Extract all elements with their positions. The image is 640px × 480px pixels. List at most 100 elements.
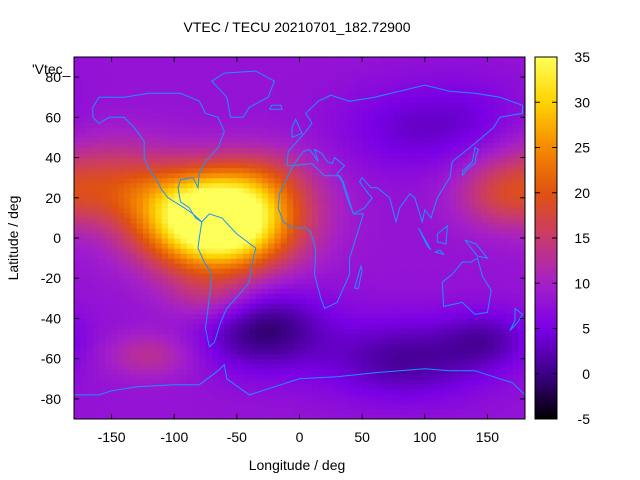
heat-cell xyxy=(349,117,357,123)
heat-cell xyxy=(161,187,169,194)
heat-cell xyxy=(274,207,282,214)
heat-cell xyxy=(468,408,476,415)
heat-cell xyxy=(193,122,200,128)
heat-cell xyxy=(224,197,232,204)
heat-cell xyxy=(481,137,489,144)
heat-cell xyxy=(362,62,369,68)
heat-cell xyxy=(261,388,269,395)
heat-cell xyxy=(431,112,438,118)
heat-cell xyxy=(499,388,507,395)
heat-cell xyxy=(431,232,438,239)
heat-cell xyxy=(399,172,407,179)
heat-cell xyxy=(499,258,507,264)
heat-cell xyxy=(424,383,432,390)
heat-cell xyxy=(405,308,413,315)
heat-cell xyxy=(337,378,344,385)
heat-cell xyxy=(474,142,482,149)
heat-cell xyxy=(205,147,213,154)
heat-cell xyxy=(462,142,470,149)
heat-cell xyxy=(236,278,244,284)
heat-cell xyxy=(193,177,200,184)
heat-cell xyxy=(155,167,163,174)
heat-cell xyxy=(186,87,194,93)
heat-cell xyxy=(230,87,238,93)
heat-cell xyxy=(130,308,138,315)
heat-cell xyxy=(211,107,219,113)
heat-cell xyxy=(499,333,507,340)
heat-cell xyxy=(468,398,476,405)
heat-cell xyxy=(268,283,276,289)
heat-cell xyxy=(405,413,413,419)
heat-cell xyxy=(499,142,507,149)
heat-cell xyxy=(330,388,338,395)
heat-cell xyxy=(193,62,200,68)
heat-cell xyxy=(92,87,100,93)
heat-cell xyxy=(499,368,507,375)
heat-cell xyxy=(456,293,463,299)
heat-cell xyxy=(230,67,238,73)
heat-cell xyxy=(387,348,395,355)
heat-cell xyxy=(349,207,357,214)
heat-cell xyxy=(161,333,169,340)
heat-cell xyxy=(387,137,395,144)
heat-cell xyxy=(74,343,81,350)
heat-cell xyxy=(424,303,432,309)
heat-cell xyxy=(431,343,438,350)
heat-cell xyxy=(412,227,420,234)
heat-cell xyxy=(481,323,489,330)
heat-cell xyxy=(286,67,294,73)
heat-cell xyxy=(136,403,144,410)
heat-cell xyxy=(343,263,351,269)
heat-cell xyxy=(499,243,507,249)
heat-cell xyxy=(374,413,382,419)
heat-cell xyxy=(474,403,482,410)
heat-cell xyxy=(449,67,457,73)
heat-cell xyxy=(368,373,376,380)
heat-cell xyxy=(449,333,457,340)
heat-cell xyxy=(286,318,294,325)
heat-cell xyxy=(399,147,407,154)
heat-cell xyxy=(136,122,144,128)
heat-cell xyxy=(487,192,495,199)
heat-cell xyxy=(161,207,169,214)
heat-cell xyxy=(330,263,338,269)
heat-cell xyxy=(161,62,169,68)
heat-cell xyxy=(493,102,501,108)
heat-cell xyxy=(186,77,194,83)
heat-cell xyxy=(111,323,119,330)
heat-cell xyxy=(387,258,395,264)
heat-cell xyxy=(387,187,395,194)
heat-cell xyxy=(268,197,276,204)
heat-cell xyxy=(399,162,407,169)
heat-cell xyxy=(506,293,514,299)
heat-cell xyxy=(468,182,476,189)
heat-cell xyxy=(142,202,150,209)
heat-cell xyxy=(286,308,294,315)
heat-cell xyxy=(211,182,219,189)
heat-cell xyxy=(380,112,388,118)
heat-cell xyxy=(180,197,188,204)
heat-cell xyxy=(249,293,257,299)
heat-cell xyxy=(368,67,376,73)
heat-cell xyxy=(161,67,169,73)
heat-cell xyxy=(443,72,451,78)
heat-cell xyxy=(380,383,388,390)
heat-cell xyxy=(180,117,188,123)
heat-cell xyxy=(167,348,175,355)
heat-cell xyxy=(305,248,313,254)
heat-cell xyxy=(424,393,432,400)
heat-cell xyxy=(374,383,382,390)
heat-cell xyxy=(431,238,438,244)
heat-cell xyxy=(274,212,282,219)
heat-cell xyxy=(286,368,294,375)
heat-cell xyxy=(211,132,219,139)
heat-cell xyxy=(343,368,351,375)
heat-cell xyxy=(236,258,244,264)
heat-cell xyxy=(330,363,338,370)
heat-cell xyxy=(249,222,257,229)
heat-cell xyxy=(280,197,288,204)
heat-cell xyxy=(399,72,407,78)
heat-cell xyxy=(186,353,194,360)
heat-cell xyxy=(236,273,244,279)
heat-cell xyxy=(136,273,144,279)
